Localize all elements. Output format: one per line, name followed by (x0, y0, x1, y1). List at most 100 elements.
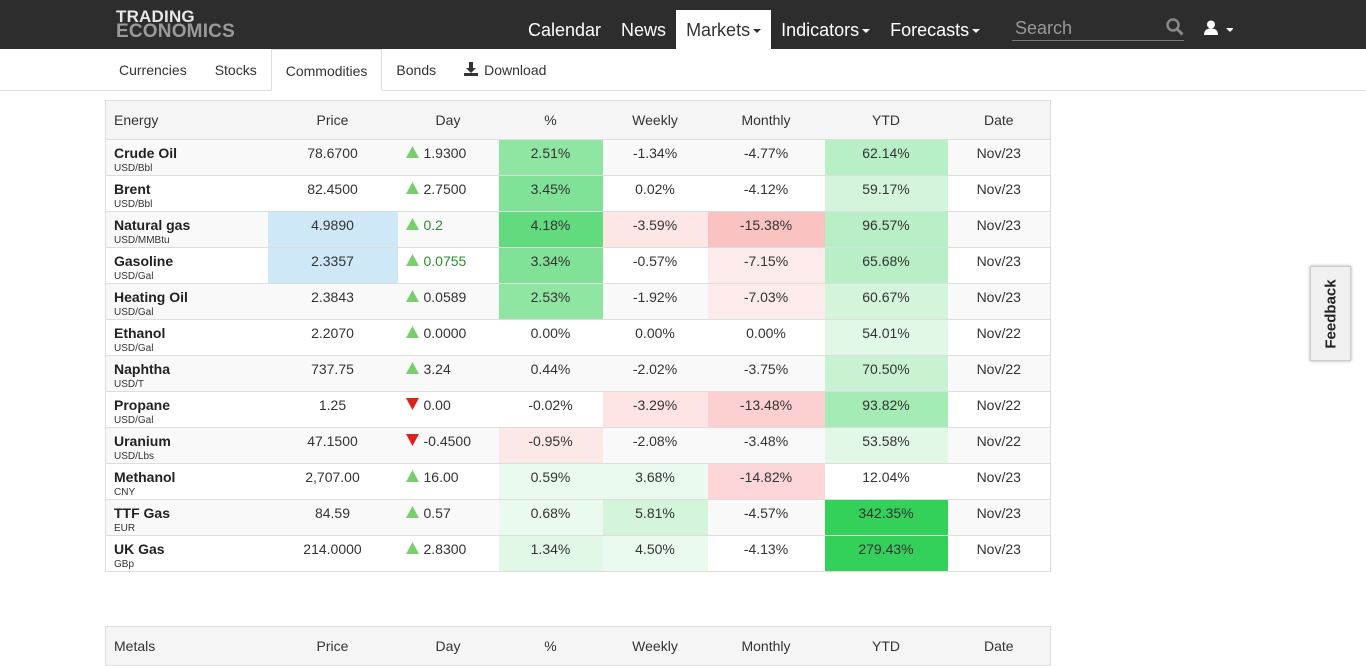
value-cell: 0.2 (397, 211, 499, 248)
dropdown-caret (753, 29, 762, 34)
commodity-row[interactable]: Methanol CNY 2,707.00 16.00 0.59% 3.68% -14.82… (105, 463, 1051, 500)
cell-value: 214.0000 (303, 541, 362, 557)
cell-value: -3.29% (632, 397, 678, 413)
up-arrow (405, 182, 419, 194)
cell-value: -2.02% (632, 361, 678, 377)
cell-value: Nov/22 (976, 325, 1021, 341)
feedback-button[interactable]: Feedback (1310, 266, 1351, 361)
cell-value: -0.02% (528, 397, 573, 413)
commodity-row[interactable]: UK Gas GBp 214.0000 2.8300 1.34% 4.50% -4.13% 2… (105, 535, 1051, 572)
sub-nav-item[interactable]: Stocks (201, 49, 271, 91)
value-cell: -2.02% (602, 355, 708, 392)
commodity-unit: GBp (114, 559, 135, 570)
name-cell: Uranium USD/Lbs (105, 427, 268, 464)
value-cell: 4.18% (498, 211, 603, 248)
value-cell: -1.92% (602, 283, 708, 320)
value-cell: -1.34% (602, 139, 708, 176)
logo[interactable]: TRADING ECONOMICS (116, 8, 235, 41)
commodity-unit: EUR (114, 523, 136, 534)
cell-value: 2.3843 (311, 289, 354, 305)
nav-item[interactable]: Markets (676, 10, 772, 49)
commodity-name[interactable]: Ethanol (114, 325, 166, 341)
column-header: Day (397, 100, 499, 140)
column-header: Day (397, 626, 499, 666)
column-header: Date (947, 100, 1051, 140)
value-cell: Nov/23 (947, 499, 1051, 536)
commodity-name[interactable]: Crude Oil (114, 145, 178, 161)
cell-value: 70.50% (862, 361, 910, 377)
commodity-name[interactable]: Uranium (114, 433, 171, 449)
up-arrow (405, 290, 419, 302)
energy-table: Energy Price Day% Weekly Monthly YTD Date Crude… (105, 100, 1051, 572)
sub-nav-items: Currencies Stocks Commodities Bonds Download (105, 49, 560, 91)
commodity-row[interactable]: Uranium USD/Lbs 47.1500 -0.4500 -0.95% -2.08%… (105, 427, 1051, 464)
dropdown-caret (862, 29, 871, 34)
nav-item[interactable]: Indicators (771, 10, 880, 49)
cell-value: 0.02% (635, 181, 675, 197)
sub-nav-item[interactable]: Download (450, 49, 560, 91)
value-cell: 3.68% (602, 463, 708, 500)
cell-value: 0.68% (530, 505, 571, 521)
nav-item[interactable]: Calendar (518, 10, 611, 49)
value-cell: Nov/23 (947, 139, 1051, 176)
column-header: Price (267, 100, 398, 140)
cell-value: -3.48% (743, 433, 789, 449)
column-header: % (498, 626, 603, 666)
commodity-row[interactable]: Naphtha USD/T 737.75 3.24 0.44% -2.02% -3.75% 7… (105, 355, 1051, 392)
up-arrow (405, 506, 419, 518)
cell-value: -7.15% (743, 253, 789, 269)
nav-item[interactable]: News (611, 10, 676, 49)
download-arrow (466, 62, 477, 73)
name-cell: Crude Oil USD/Bbl (105, 139, 268, 176)
value-cell: 214.0000 (267, 535, 398, 572)
value-cell: 1.25 (267, 391, 398, 428)
value-cell: 59.17% (824, 175, 948, 212)
sub-nav-item[interactable]: Currencies (105, 49, 201, 91)
cell-value: 93.82% (862, 397, 910, 413)
sub-nav-item[interactable]: Bonds (382, 49, 450, 91)
commodity-row[interactable]: Gasoline USD/Gal 2.3357 0.0755 3.34% -0.57% -7… (105, 247, 1051, 284)
commodity-name[interactable]: TTF Gas (114, 505, 171, 521)
name-cell: UK Gas GBp (105, 535, 268, 572)
up-arrow (405, 326, 419, 338)
nav-item[interactable]: Forecasts (880, 10, 990, 49)
commodity-name[interactable]: Naphtha (114, 361, 170, 377)
value-cell: 0.59% (498, 463, 603, 500)
value-cell: 62.14% (824, 139, 948, 176)
commodity-row[interactable]: Ethanol USD/Gal 2.2070 0.0000 0.00% 0.00% 0.00… (105, 319, 1051, 356)
value-cell: 1.9300 (397, 139, 499, 176)
commodity-name[interactable]: Propane (114, 397, 171, 413)
commodity-name[interactable]: Brent (114, 181, 151, 197)
value-cell: -3.75% (707, 355, 825, 392)
value-cell: -7.03% (707, 283, 825, 320)
sub-nav-item[interactable]: Commodities (270, 49, 383, 91)
commodity-row[interactable]: Brent USD/Bbl 82.4500 2.7500 3.45% 0.02% -4.12… (105, 175, 1051, 212)
trend-triangle (405, 434, 419, 446)
value-cell: 0.0755 (397, 247, 499, 284)
dropdown-caret (972, 29, 981, 34)
value-cell: 16.00 (397, 463, 499, 500)
value-cell: 2.3843 (267, 283, 398, 320)
up-arrow (405, 146, 419, 158)
cell-value: Nov/23 (976, 541, 1021, 557)
user-menu[interactable] (1203, 20, 1233, 36)
main-nav: Calendar News Markets Indicators Forecasts (518, 10, 990, 49)
trend-triangle (405, 398, 419, 410)
cell-value: 65.68% (862, 253, 910, 269)
commodity-row[interactable]: Heating Oil USD/Gal 2.3843 0.0589 2.53% -1.92… (105, 283, 1051, 320)
commodity-row[interactable]: Natural gas USD/MMBtu 4.9890 0.2 4.18% -3.59%… (105, 211, 1051, 248)
value-cell: 2.2070 (267, 319, 398, 356)
value-cell: 0.02% (602, 175, 708, 212)
column-header: YTD (824, 100, 948, 140)
cell-value: 342.35% (858, 505, 914, 521)
search-icon[interactable] (1166, 18, 1184, 36)
commodity-name[interactable]: Gasoline (114, 253, 174, 269)
commodity-row[interactable]: Propane USD/Gal 1.25 0.00 -0.02% -3.29% -13.48… (105, 391, 1051, 428)
commodity-name[interactable]: Heating Oil (114, 289, 188, 305)
commodity-name[interactable]: UK Gas (114, 541, 165, 557)
search-box[interactable]: Search (1012, 15, 1184, 41)
commodity-row[interactable]: TTF Gas EUR 84.59 0.57 0.68% 5.81% -4.57% 342.3… (105, 499, 1051, 536)
commodity-name[interactable]: Methanol (114, 469, 176, 485)
commodity-name[interactable]: Natural gas (114, 217, 191, 233)
commodity-row[interactable]: Crude Oil USD/Bbl 78.6700 1.9300 2.51% -1.34%… (105, 139, 1051, 176)
